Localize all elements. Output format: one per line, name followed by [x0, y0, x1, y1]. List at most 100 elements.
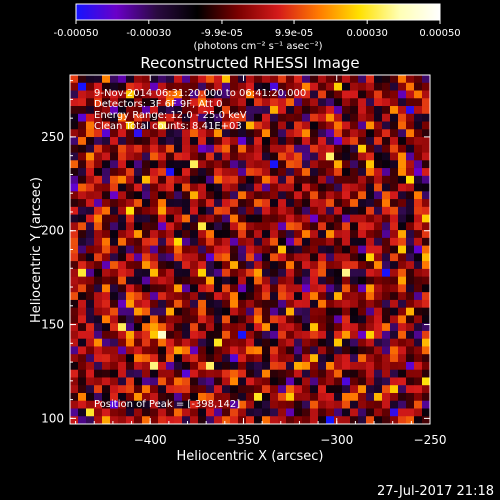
heatmap-cell: [350, 268, 359, 277]
heatmap-cell: [110, 416, 119, 425]
heatmap-cell: [134, 307, 143, 316]
heatmap-cell: [422, 323, 431, 332]
heatmap-cell: [118, 307, 127, 316]
heatmap-cell: [286, 121, 295, 130]
heatmap-cell: [230, 392, 239, 402]
heatmap-cell: [86, 75, 95, 84]
heatmap-cell: [174, 369, 183, 378]
heatmap-cell: [134, 385, 143, 394]
heatmap-cell: [238, 152, 247, 161]
heatmap-cell: [294, 276, 303, 285]
heatmap-cell: [158, 168, 167, 177]
heatmap-cell: [246, 330, 255, 339]
heatmap-cell: [406, 253, 415, 262]
heatmap-cell: [254, 400, 263, 409]
heatmap-cell: [230, 385, 239, 394]
heatmap-cell: [230, 292, 239, 301]
heatmap-cell: [390, 160, 399, 169]
heatmap-cell: [278, 206, 287, 215]
heatmap-cell: [302, 152, 311, 161]
heatmap-cell: [382, 299, 391, 308]
heatmap-cell: [262, 261, 271, 270]
heatmap-cell: [206, 361, 215, 371]
heatmap-cell: [254, 230, 263, 239]
heatmap-cell: [142, 137, 151, 146]
heatmap-cell: [254, 191, 263, 200]
heatmap-cell: [310, 121, 319, 130]
heatmap-cell: [366, 144, 375, 153]
heatmap-cell: [166, 361, 175, 371]
heatmap-cell: [350, 354, 359, 363]
heatmap-cell: [406, 98, 415, 107]
heatmap-cell: [294, 191, 303, 200]
heatmap-cell: [414, 315, 423, 324]
heatmap-cell: [318, 129, 327, 138]
heatmap-cell: [254, 268, 263, 277]
heatmap-cell: [94, 338, 103, 347]
heatmap-cell: [134, 408, 143, 417]
heatmap-cell: [286, 408, 295, 417]
heatmap-cell: [214, 330, 223, 339]
heatmap-cell: [302, 315, 311, 324]
heatmap-cell: [262, 214, 271, 223]
heatmap-cell: [102, 346, 111, 355]
heatmap-cell: [262, 416, 271, 425]
heatmap-cell: [270, 206, 279, 215]
heatmap-cell: [334, 222, 343, 231]
heatmap-cell: [238, 199, 247, 208]
heatmap-cell: [294, 222, 303, 231]
heatmap-cell: [70, 354, 79, 363]
heatmap-cell: [134, 82, 143, 91]
heatmap-cell: [190, 214, 199, 223]
heatmap-cell: [334, 121, 343, 130]
heatmap-cell: [102, 168, 111, 177]
heatmap-cell: [190, 82, 199, 91]
heatmap-cell: [326, 175, 335, 184]
heatmap-cell: [286, 183, 295, 192]
heatmap-cell: [150, 416, 159, 425]
heatmap-cell: [214, 160, 223, 169]
heatmap-cell: [318, 214, 327, 223]
heatmap-cell: [174, 106, 183, 115]
heatmap-cell: [246, 354, 255, 363]
heatmap-cell: [70, 299, 79, 308]
heatmap-cell: [302, 299, 311, 308]
heatmap-cell: [102, 253, 111, 262]
heatmap-cell: [238, 214, 247, 223]
heatmap-cell: [150, 237, 159, 246]
heatmap-cell: [222, 377, 231, 386]
heatmap-cell: [118, 261, 127, 270]
heatmap-cell: [70, 416, 79, 425]
heatmap-cell: [142, 230, 151, 239]
heatmap-cell: [174, 113, 183, 122]
heatmap-cell: [278, 160, 287, 169]
heatmap-cell: [102, 292, 111, 301]
heatmap-cell: [222, 237, 231, 246]
heatmap-cell: [86, 292, 95, 301]
heatmap-cell: [318, 276, 327, 285]
heatmap-cell: [366, 292, 375, 301]
heatmap-cell: [158, 183, 167, 192]
heatmap-cell: [70, 369, 79, 378]
heatmap-cell: [254, 168, 263, 177]
heatmap-cell: [166, 323, 175, 332]
heatmap-cell: [102, 323, 111, 332]
y-axis-label: Heliocentric Y (arcsec): [29, 177, 44, 323]
heatmap-cell: [358, 144, 367, 153]
heatmap-cell: [406, 237, 415, 246]
heatmap-cell: [358, 152, 367, 161]
heatmap-cell: [222, 121, 231, 130]
heatmap-cell: [310, 346, 319, 355]
heatmap-cell: [302, 160, 311, 169]
heatmap-cell: [86, 106, 95, 115]
heatmap-cell: [94, 137, 103, 146]
heatmap-cell: [294, 106, 303, 115]
heatmap-cell: [86, 408, 95, 417]
heatmap-cell: [94, 206, 103, 215]
heatmap-cell: [318, 98, 327, 107]
heatmap-cell: [190, 299, 199, 308]
heatmap-cell: [422, 284, 431, 293]
heatmap-cell: [334, 315, 343, 324]
heatmap-cell: [230, 400, 239, 409]
heatmap-cell: [310, 416, 319, 425]
